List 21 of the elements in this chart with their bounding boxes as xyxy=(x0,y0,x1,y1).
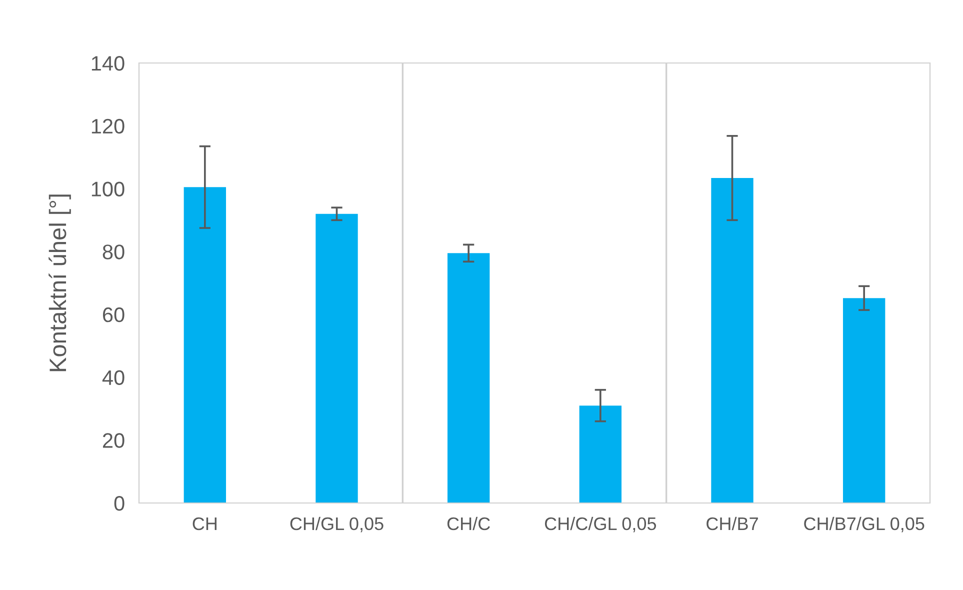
x-tick-label: CH/C xyxy=(447,516,490,530)
y-tick-label: 20 xyxy=(102,433,124,448)
bar xyxy=(711,178,754,503)
y-tick-label: 140 xyxy=(92,56,124,71)
bar xyxy=(447,253,490,503)
y-tick-label: 60 xyxy=(103,307,124,322)
x-tick-label: CH/B7 xyxy=(706,516,758,530)
x-tick-label: CH xyxy=(192,517,216,530)
y-tick-label: 120 xyxy=(92,118,124,134)
x-tick-label: CH/GL 0,05 xyxy=(290,516,384,532)
bar xyxy=(316,214,358,503)
y-tick-label: 40 xyxy=(102,370,124,386)
bar xyxy=(842,298,886,503)
x-tick-label: CH/C/GL 0,05 xyxy=(544,516,656,532)
y-tick-label: 100 xyxy=(92,182,124,196)
y-tick-label: 0 xyxy=(114,496,124,511)
bar xyxy=(184,187,226,503)
y-tick-label: 80 xyxy=(102,244,124,260)
y-axis-title: Kontaktní úhel [°] xyxy=(48,194,71,372)
x-tick-label: CH/B7/GL 0,05 xyxy=(804,516,924,532)
bar xyxy=(579,406,622,503)
